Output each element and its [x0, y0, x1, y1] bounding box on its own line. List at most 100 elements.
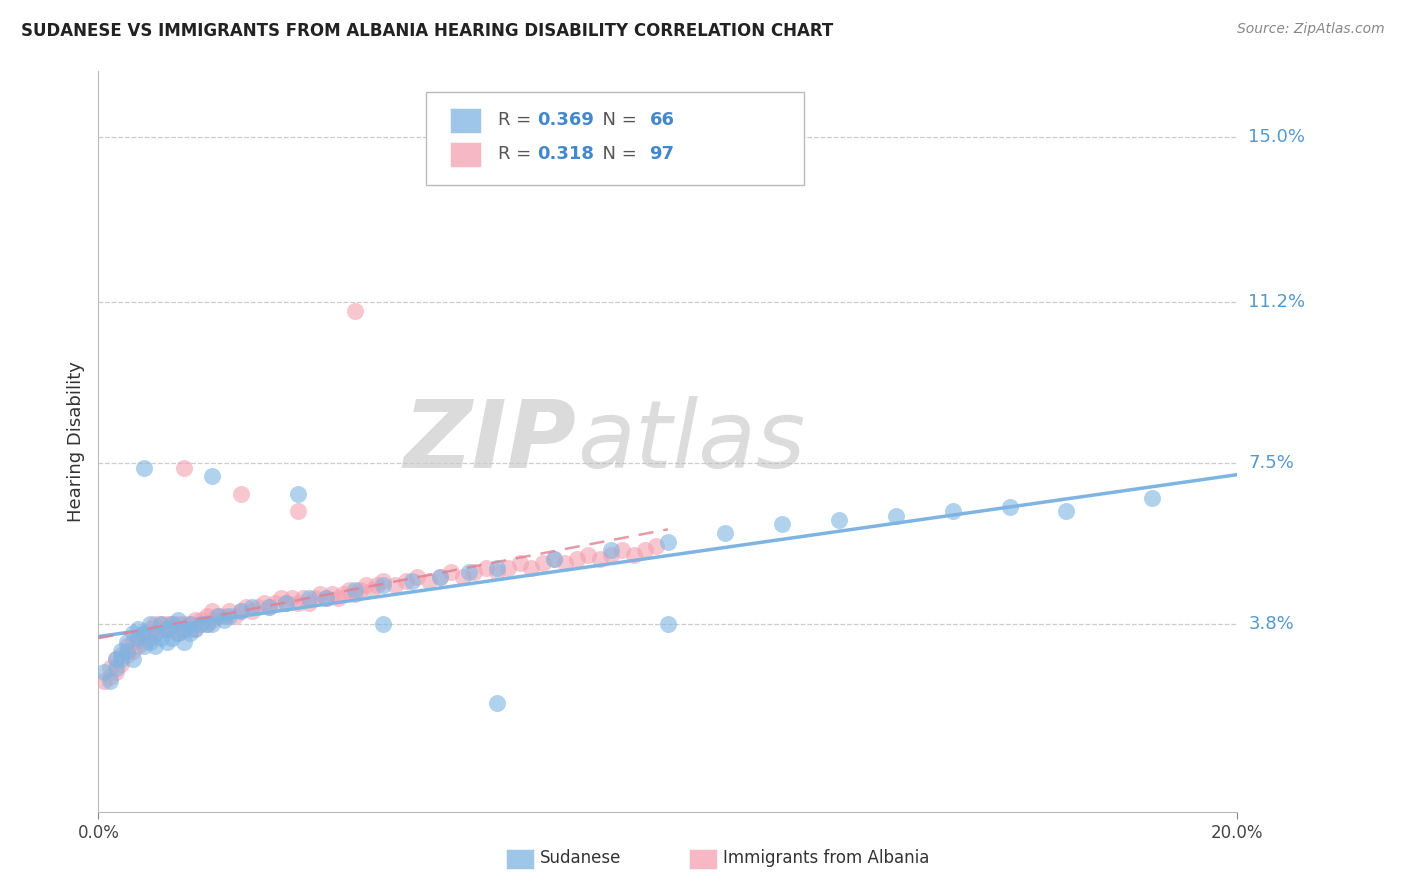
- Point: [145, 626, 167, 640]
- Point: [292, 591, 315, 606]
- Point: [138, 635, 160, 649]
- Point: [343, 582, 366, 597]
- Point: [184, 622, 207, 636]
- Point: [179, 617, 201, 632]
- Point: [98, 670, 121, 684]
- Point: [121, 652, 143, 666]
- Point: [212, 613, 235, 627]
- Point: [138, 622, 160, 636]
- Point: [110, 652, 132, 666]
- Point: [343, 304, 366, 318]
- Point: [543, 552, 565, 566]
- Point: [942, 504, 965, 518]
- Point: [121, 635, 143, 649]
- Point: [132, 460, 155, 475]
- Point: [645, 539, 668, 553]
- Point: [195, 608, 218, 623]
- Point: [138, 631, 160, 645]
- Text: Source: ZipAtlas.com: Source: ZipAtlas.com: [1237, 22, 1385, 37]
- Point: [321, 587, 343, 601]
- Point: [173, 460, 195, 475]
- Point: [110, 643, 132, 657]
- Point: [315, 591, 337, 606]
- Point: [132, 635, 155, 649]
- Point: [309, 587, 332, 601]
- Point: [373, 574, 395, 588]
- Point: [276, 596, 298, 610]
- Point: [162, 617, 184, 632]
- Point: [190, 617, 212, 632]
- Point: [173, 622, 195, 636]
- Point: [235, 600, 257, 615]
- Point: [531, 557, 554, 571]
- Point: [429, 569, 451, 583]
- Point: [229, 487, 252, 501]
- Point: [349, 582, 371, 597]
- Point: [150, 617, 173, 632]
- Point: [104, 665, 127, 680]
- Text: SUDANESE VS IMMIGRANTS FROM ALBANIA HEARING DISABILITY CORRELATION CHART: SUDANESE VS IMMIGRANTS FROM ALBANIA HEAR…: [21, 22, 834, 40]
- Point: [127, 639, 149, 653]
- Point: [167, 626, 190, 640]
- Point: [360, 582, 382, 597]
- Point: [520, 561, 543, 575]
- Point: [156, 617, 179, 632]
- Text: R =: R =: [498, 112, 537, 129]
- Point: [212, 608, 235, 623]
- Point: [259, 600, 281, 615]
- Point: [565, 552, 588, 566]
- Point: [132, 626, 155, 640]
- Point: [195, 617, 218, 632]
- Point: [115, 635, 138, 649]
- Text: 97: 97: [650, 145, 675, 163]
- Point: [115, 643, 138, 657]
- Point: [657, 617, 679, 632]
- Point: [98, 661, 121, 675]
- Point: [229, 604, 252, 618]
- Point: [354, 578, 377, 592]
- Point: [418, 574, 440, 588]
- Point: [115, 639, 138, 653]
- Text: 15.0%: 15.0%: [1249, 128, 1305, 145]
- Text: 66: 66: [650, 112, 675, 129]
- Point: [162, 622, 184, 636]
- Point: [298, 591, 321, 606]
- Point: [179, 617, 201, 632]
- Point: [110, 648, 132, 662]
- Text: ZIP: ZIP: [404, 395, 576, 488]
- Point: [104, 652, 127, 666]
- Point: [429, 569, 451, 583]
- Point: [150, 631, 173, 645]
- Point: [304, 591, 326, 606]
- Point: [600, 543, 623, 558]
- Point: [190, 613, 212, 627]
- Point: [259, 600, 281, 615]
- Point: [486, 561, 509, 575]
- Point: [406, 569, 429, 583]
- Point: [366, 578, 388, 592]
- Text: atlas: atlas: [576, 396, 806, 487]
- Point: [463, 565, 485, 579]
- Text: 0.369: 0.369: [537, 112, 593, 129]
- Point: [173, 622, 195, 636]
- Point: [132, 639, 155, 653]
- Point: [612, 543, 634, 558]
- Point: [201, 617, 224, 632]
- Point: [167, 626, 190, 640]
- Point: [828, 513, 851, 527]
- Point: [373, 578, 395, 592]
- Point: [384, 578, 406, 592]
- Point: [121, 643, 143, 657]
- Point: [623, 548, 645, 562]
- Point: [138, 617, 160, 632]
- Point: [337, 582, 360, 597]
- Point: [207, 608, 229, 623]
- Point: [156, 622, 179, 636]
- Point: [287, 596, 309, 610]
- Point: [145, 626, 167, 640]
- Point: [127, 631, 149, 645]
- Point: [457, 565, 479, 579]
- Point: [498, 561, 520, 575]
- Point: [332, 587, 354, 601]
- Point: [634, 543, 657, 558]
